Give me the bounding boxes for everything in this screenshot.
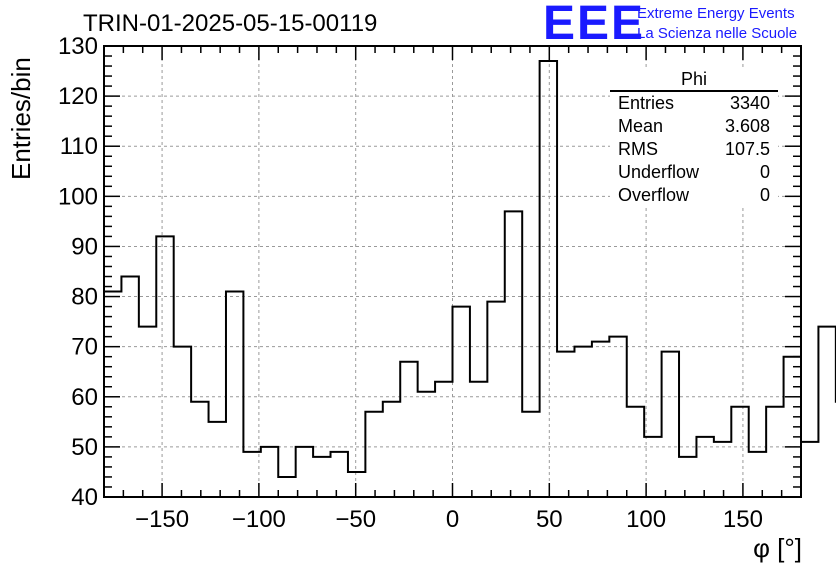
histogram-bin xyxy=(592,342,609,343)
axis-tick-labels: −150 −100 −50 0 50 100 150 40 50 60 70 80 90 100 110 12… xyxy=(58,33,763,533)
x-tick-label: −150 xyxy=(135,506,189,533)
chart-title: TRIN-01-2025-05-15-00119 xyxy=(83,10,378,37)
axis-ticks xyxy=(103,45,802,498)
histogram-bin xyxy=(557,352,574,353)
histogram-bin xyxy=(522,412,539,413)
stats-label: RMS xyxy=(618,139,658,159)
stats-label: Mean xyxy=(618,116,664,136)
x-tick-label: 0 xyxy=(446,506,459,533)
eee-logo-line2: La Scienza nelle Scuole xyxy=(637,25,798,42)
eee-logo-text: Extreme Energy Events La Scienza nelle S… xyxy=(637,4,797,44)
histogram-bin xyxy=(766,407,783,408)
histogram-bin xyxy=(627,407,644,408)
histogram-bin xyxy=(435,382,452,383)
stats-value: 3.608 xyxy=(724,116,770,136)
histogram-step-line xyxy=(104,60,836,478)
stats-value: 3340 xyxy=(729,93,770,113)
histogram-bin xyxy=(801,442,818,443)
eee-logo-line1: Extreme Energy Events xyxy=(637,5,795,22)
stats-row-rms: RMS 107.5 xyxy=(610,138,778,161)
x-tick-label: 100 xyxy=(626,506,666,533)
histogram-bin xyxy=(139,327,156,328)
histogram-bin xyxy=(418,392,435,393)
stats-box: Phi Entries 3340 Mean 3.608 RMS 107.5 Un… xyxy=(610,68,778,207)
histogram-bin xyxy=(505,211,522,212)
histogram-bin xyxy=(731,407,748,408)
stats-label: Entries xyxy=(618,93,675,113)
stats-label: Overflow xyxy=(618,185,690,205)
histogram-bin xyxy=(156,236,173,237)
x-axis-label: φ [°] xyxy=(753,533,802,563)
y-tick-label: 60 xyxy=(71,384,98,411)
histogram-series xyxy=(104,60,836,478)
stats-value: 0 xyxy=(759,185,770,205)
histogram-bin xyxy=(174,347,191,348)
histogram-bin xyxy=(121,277,138,278)
histogram-bin xyxy=(714,442,731,443)
histogram-bin xyxy=(487,302,504,303)
histogram-bin xyxy=(278,477,295,478)
histogram-bin xyxy=(348,472,365,473)
histogram-bin xyxy=(243,452,260,453)
histogram-bin xyxy=(574,347,591,348)
y-tick-label: 50 xyxy=(71,434,98,461)
histogram-bin xyxy=(383,402,400,403)
stats-title: Phi xyxy=(610,68,778,92)
histogram-bin xyxy=(400,362,417,363)
histogram-bin xyxy=(313,457,330,458)
histogram-bin xyxy=(644,437,661,438)
x-tick-label: −50 xyxy=(335,506,376,533)
histogram-bin xyxy=(104,292,121,293)
histogram-bin xyxy=(296,447,313,448)
histogram-bin xyxy=(470,382,487,383)
histogram-bin xyxy=(818,327,835,328)
histogram-bin xyxy=(209,422,226,423)
stats-row-overflow: Overflow 0 xyxy=(610,184,778,207)
y-tick-label: 70 xyxy=(71,334,98,361)
histogram-bin xyxy=(540,61,557,62)
histogram-bin xyxy=(453,307,470,308)
histogram-bin xyxy=(191,402,208,403)
y-tick-label: 110 xyxy=(60,133,98,160)
histogram-bin xyxy=(662,352,679,353)
x-tick-label: −100 xyxy=(232,506,286,533)
histogram-bin xyxy=(609,337,626,338)
histogram-bin xyxy=(331,452,348,453)
y-tick-label: 100 xyxy=(58,183,98,210)
stats-value: 107.5 xyxy=(724,139,770,159)
y-tick-label: 90 xyxy=(71,233,98,260)
stats-row-mean: Mean 3.608 xyxy=(610,115,778,138)
histogram-bin xyxy=(365,412,382,413)
stats-value: 0 xyxy=(759,162,770,182)
stats-label: Underflow xyxy=(618,162,700,182)
histogram-bin xyxy=(226,292,243,293)
y-tick-label: 40 xyxy=(71,484,98,511)
y-axis-label: Entries/bin xyxy=(6,57,36,180)
x-tick-label: 50 xyxy=(536,506,563,533)
histogram-bin xyxy=(679,457,696,458)
stats-row-entries: Entries 3340 xyxy=(610,92,778,115)
histogram-bin xyxy=(261,447,278,448)
y-tick-label: 80 xyxy=(71,284,98,311)
histogram-bin xyxy=(749,452,766,453)
stats-row-underflow: Underflow 0 xyxy=(610,161,778,184)
x-tick-label: 150 xyxy=(723,506,763,533)
y-tick-label: 120 xyxy=(58,83,98,110)
eee-logo: EEE xyxy=(543,0,646,50)
y-tick-label: 130 xyxy=(58,33,98,60)
histogram-bin xyxy=(696,437,713,438)
